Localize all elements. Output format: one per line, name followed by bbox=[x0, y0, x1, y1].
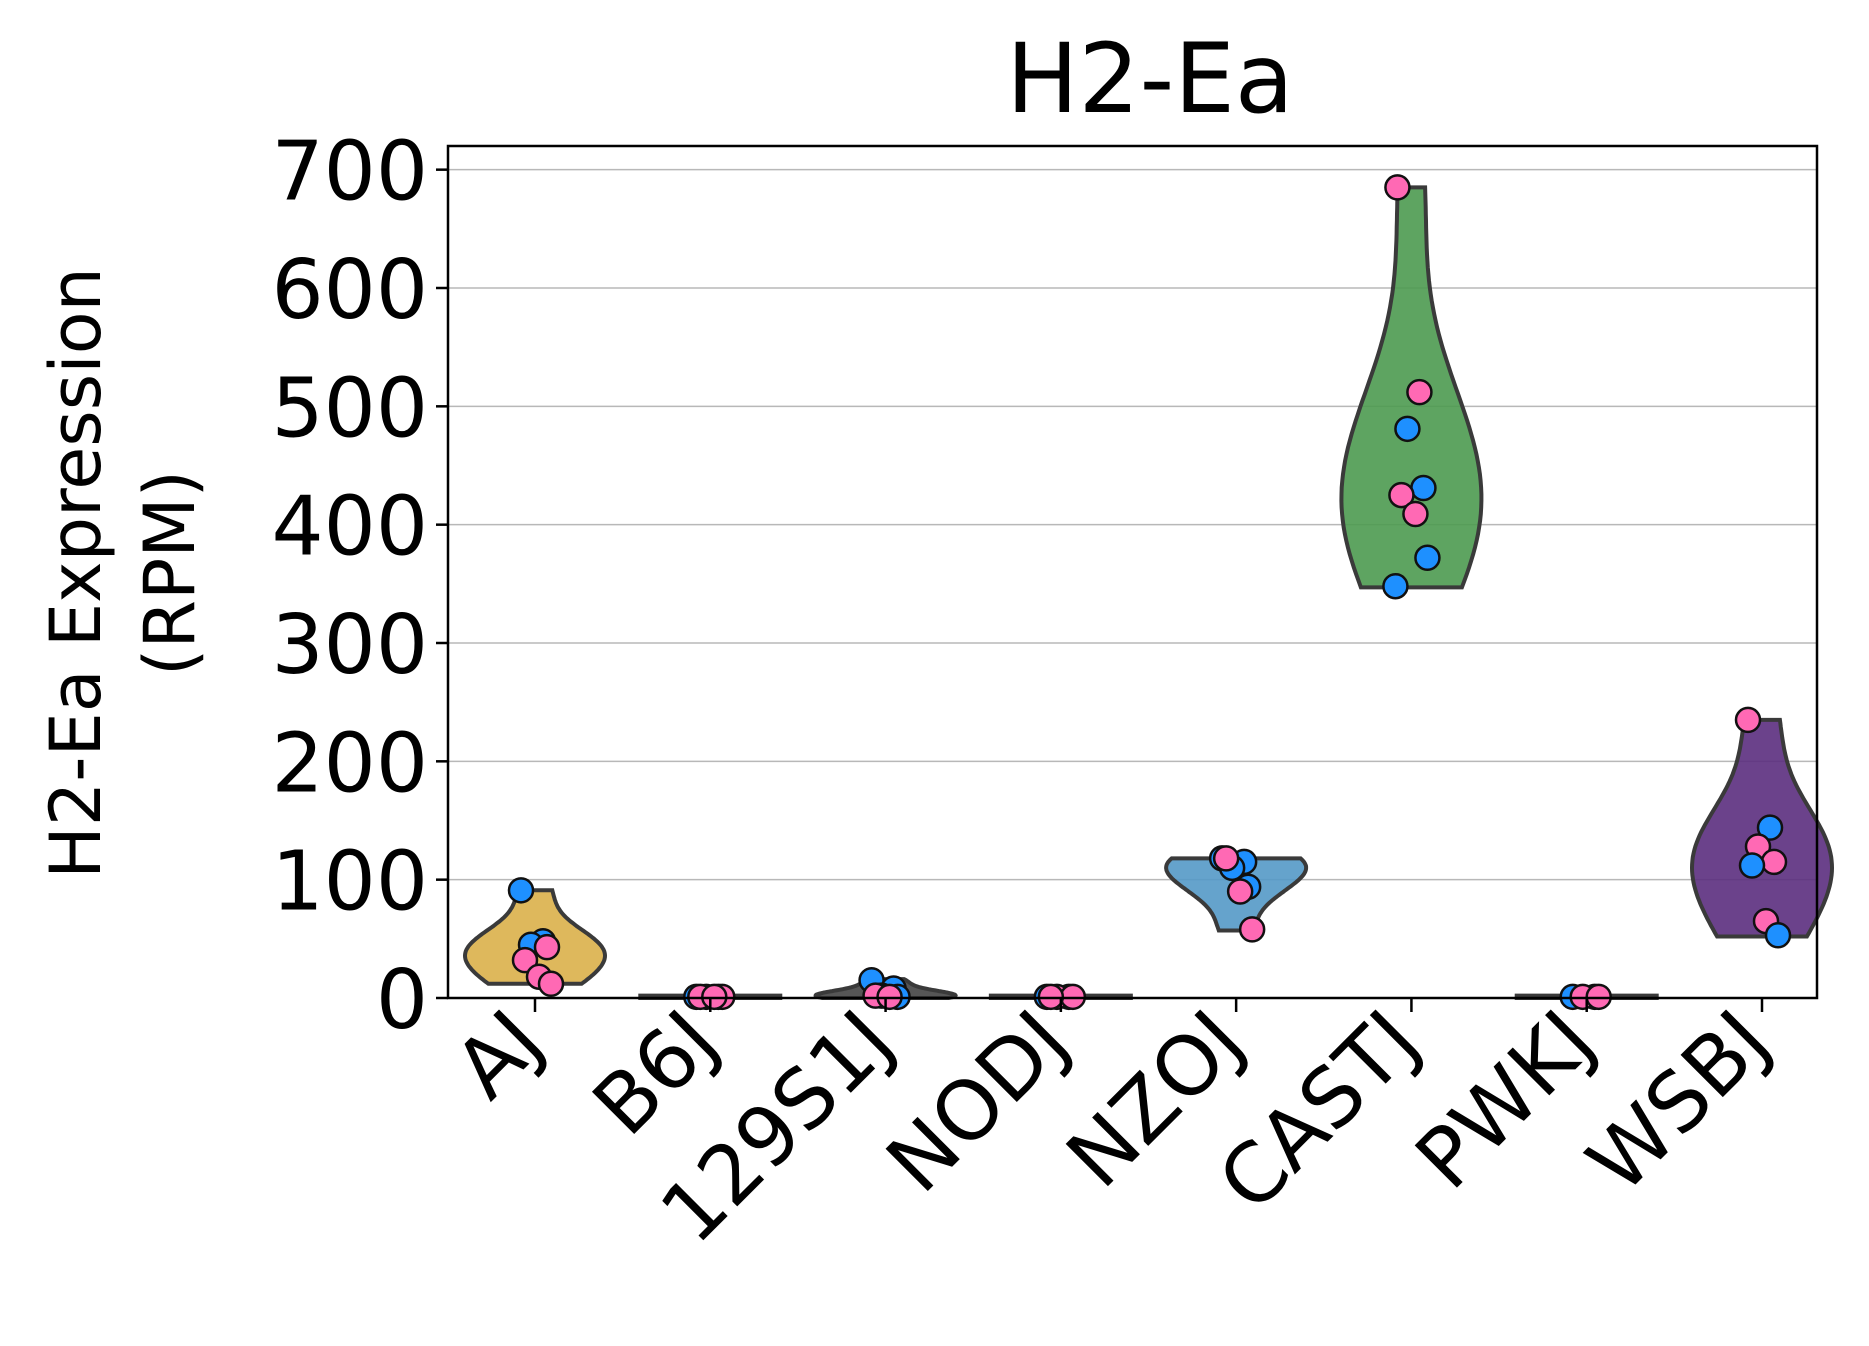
y-tick-label: 0 bbox=[376, 953, 428, 1048]
x-tick-label: AJ bbox=[437, 993, 561, 1117]
x-tick-label: PWKJ bbox=[1398, 993, 1613, 1208]
data-point bbox=[1414, 544, 1441, 572]
data-point bbox=[1212, 845, 1240, 872]
x-tick-label: CASTJ bbox=[1201, 993, 1438, 1230]
data-point bbox=[1738, 852, 1766, 879]
data-point bbox=[511, 946, 539, 974]
data-point bbox=[1388, 481, 1415, 509]
data-point bbox=[1226, 878, 1254, 905]
data-point bbox=[1764, 922, 1792, 949]
x-tick-label: NODJ bbox=[869, 993, 1087, 1211]
y-axis-label-line-1: H2-Ea Expression bbox=[35, 267, 117, 879]
data-point bbox=[537, 970, 565, 998]
chart-title: H2-Ea bbox=[1006, 23, 1293, 135]
y-axis-ticks: 0 100 200 300 400 500 600 700 bbox=[271, 125, 448, 1048]
data-point bbox=[1410, 474, 1437, 502]
plot-area-border bbox=[446, 144, 1819, 1000]
violins bbox=[462, 185, 1835, 1000]
y-tick-label: 200 bbox=[271, 716, 428, 811]
data-point bbox=[1382, 572, 1409, 600]
data-point bbox=[1384, 174, 1411, 201]
data-points bbox=[507, 174, 1792, 1011]
data-point bbox=[1402, 500, 1429, 528]
data-point bbox=[1406, 378, 1433, 406]
data-point bbox=[507, 877, 535, 904]
data-point bbox=[1394, 415, 1421, 443]
data-point bbox=[1238, 916, 1266, 943]
y-tick-label: 100 bbox=[271, 835, 428, 930]
data-point bbox=[1760, 848, 1788, 876]
y-axis-label-line-2: (RPM) bbox=[129, 470, 211, 676]
y-tick-label: 500 bbox=[271, 361, 428, 456]
y-tick-label: 300 bbox=[271, 598, 428, 693]
y-axis-label: H2-Ea Expression (RPM) bbox=[35, 267, 211, 879]
y-tick-label: 600 bbox=[271, 243, 428, 338]
data-point bbox=[533, 933, 561, 961]
x-tick-label: WSBJ bbox=[1570, 993, 1788, 1211]
y-tick-label: 400 bbox=[271, 480, 428, 575]
grid-lines bbox=[448, 168, 1817, 881]
data-point bbox=[1734, 706, 1762, 734]
y-tick-label: 700 bbox=[271, 125, 428, 220]
data-point bbox=[1756, 814, 1784, 841]
